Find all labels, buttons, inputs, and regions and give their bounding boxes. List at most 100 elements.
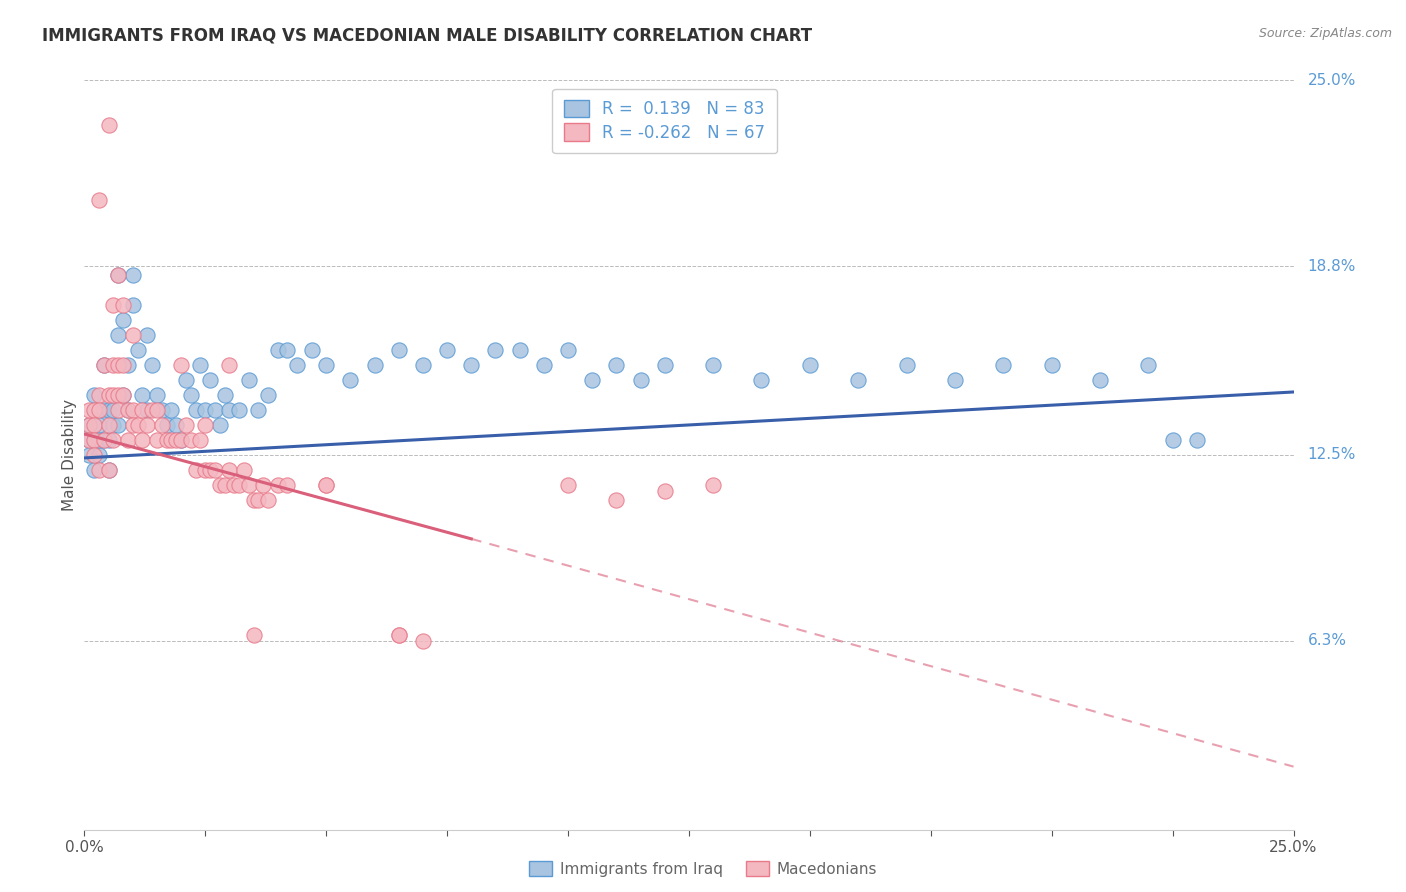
Point: [141, 358, 163, 372]
Legend: Immigrants from Iraq, Macedonians: Immigrants from Iraq, Macedonians: [522, 853, 884, 884]
Point: [180, 388, 202, 402]
Point: [218, 358, 240, 372]
Point: [87, 388, 110, 402]
Point: [267, 478, 290, 492]
Point: [112, 388, 135, 402]
Point: [150, 417, 173, 432]
Point: [238, 373, 260, 387]
Point: [112, 298, 135, 312]
Point: [654, 483, 676, 498]
Point: [224, 478, 246, 492]
Point: [155, 417, 177, 432]
Legend: R =  0.139   N = 83, R = -0.262   N = 67: R = 0.139 N = 83, R = -0.262 N = 67: [553, 88, 778, 153]
Point: [605, 492, 627, 507]
Text: 12.5%: 12.5%: [1308, 448, 1355, 462]
Point: [702, 478, 724, 492]
Point: [170, 433, 193, 447]
Point: [83, 448, 105, 462]
Point: [412, 358, 434, 372]
Point: [160, 433, 183, 447]
Point: [184, 463, 207, 477]
Point: [77, 417, 100, 432]
Text: 6.3%: 6.3%: [1308, 633, 1347, 648]
Point: [97, 433, 120, 447]
Point: [208, 417, 231, 432]
Point: [107, 268, 129, 282]
Point: [1161, 433, 1184, 447]
Point: [180, 433, 202, 447]
Point: [388, 628, 411, 642]
Point: [242, 492, 264, 507]
Point: [146, 388, 169, 402]
Point: [204, 463, 226, 477]
Text: Source: ZipAtlas.com: Source: ZipAtlas.com: [1258, 27, 1392, 40]
Point: [412, 633, 434, 648]
Point: [654, 358, 676, 372]
Point: [581, 373, 603, 387]
Point: [1088, 373, 1111, 387]
Point: [993, 358, 1015, 372]
Point: [285, 358, 308, 372]
Point: [190, 433, 212, 447]
Point: [121, 268, 143, 282]
Point: [174, 373, 197, 387]
Point: [315, 478, 337, 492]
Point: [238, 478, 260, 492]
Point: [87, 417, 110, 432]
Point: [103, 403, 125, 417]
Point: [702, 358, 724, 372]
Point: [267, 343, 290, 357]
Point: [136, 328, 159, 343]
Point: [247, 403, 270, 417]
Point: [87, 193, 110, 207]
Point: [751, 373, 773, 387]
Point: [107, 268, 129, 282]
Point: [121, 417, 143, 432]
Point: [103, 417, 125, 432]
Point: [146, 433, 169, 447]
Point: [557, 478, 579, 492]
Point: [165, 417, 187, 432]
Point: [107, 358, 129, 372]
Point: [131, 433, 153, 447]
Point: [87, 448, 110, 462]
Point: [509, 343, 531, 357]
Point: [214, 478, 236, 492]
Point: [1185, 433, 1208, 447]
Point: [242, 628, 264, 642]
Point: [194, 417, 217, 432]
Point: [257, 492, 280, 507]
Point: [194, 403, 217, 417]
Y-axis label: Male Disability: Male Disability: [62, 399, 77, 511]
Point: [103, 358, 125, 372]
Point: [77, 403, 100, 417]
Point: [484, 343, 506, 357]
Point: [107, 388, 129, 402]
Point: [388, 343, 411, 357]
Point: [155, 433, 177, 447]
Point: [150, 403, 173, 417]
Point: [117, 433, 139, 447]
Point: [87, 403, 110, 417]
Point: [198, 373, 221, 387]
Point: [121, 328, 143, 343]
Point: [276, 478, 298, 492]
Point: [460, 358, 482, 372]
Point: [117, 403, 139, 417]
Point: [315, 478, 337, 492]
Point: [204, 403, 226, 417]
Point: [97, 463, 120, 477]
Point: [557, 343, 579, 357]
Point: [190, 358, 212, 372]
Point: [83, 388, 105, 402]
Point: [93, 433, 115, 447]
Point: [363, 358, 385, 372]
Point: [252, 478, 274, 492]
Point: [198, 463, 221, 477]
Point: [533, 358, 555, 372]
Point: [131, 388, 153, 402]
Point: [1040, 358, 1063, 372]
Point: [107, 417, 129, 432]
Point: [257, 388, 280, 402]
Point: [83, 403, 105, 417]
